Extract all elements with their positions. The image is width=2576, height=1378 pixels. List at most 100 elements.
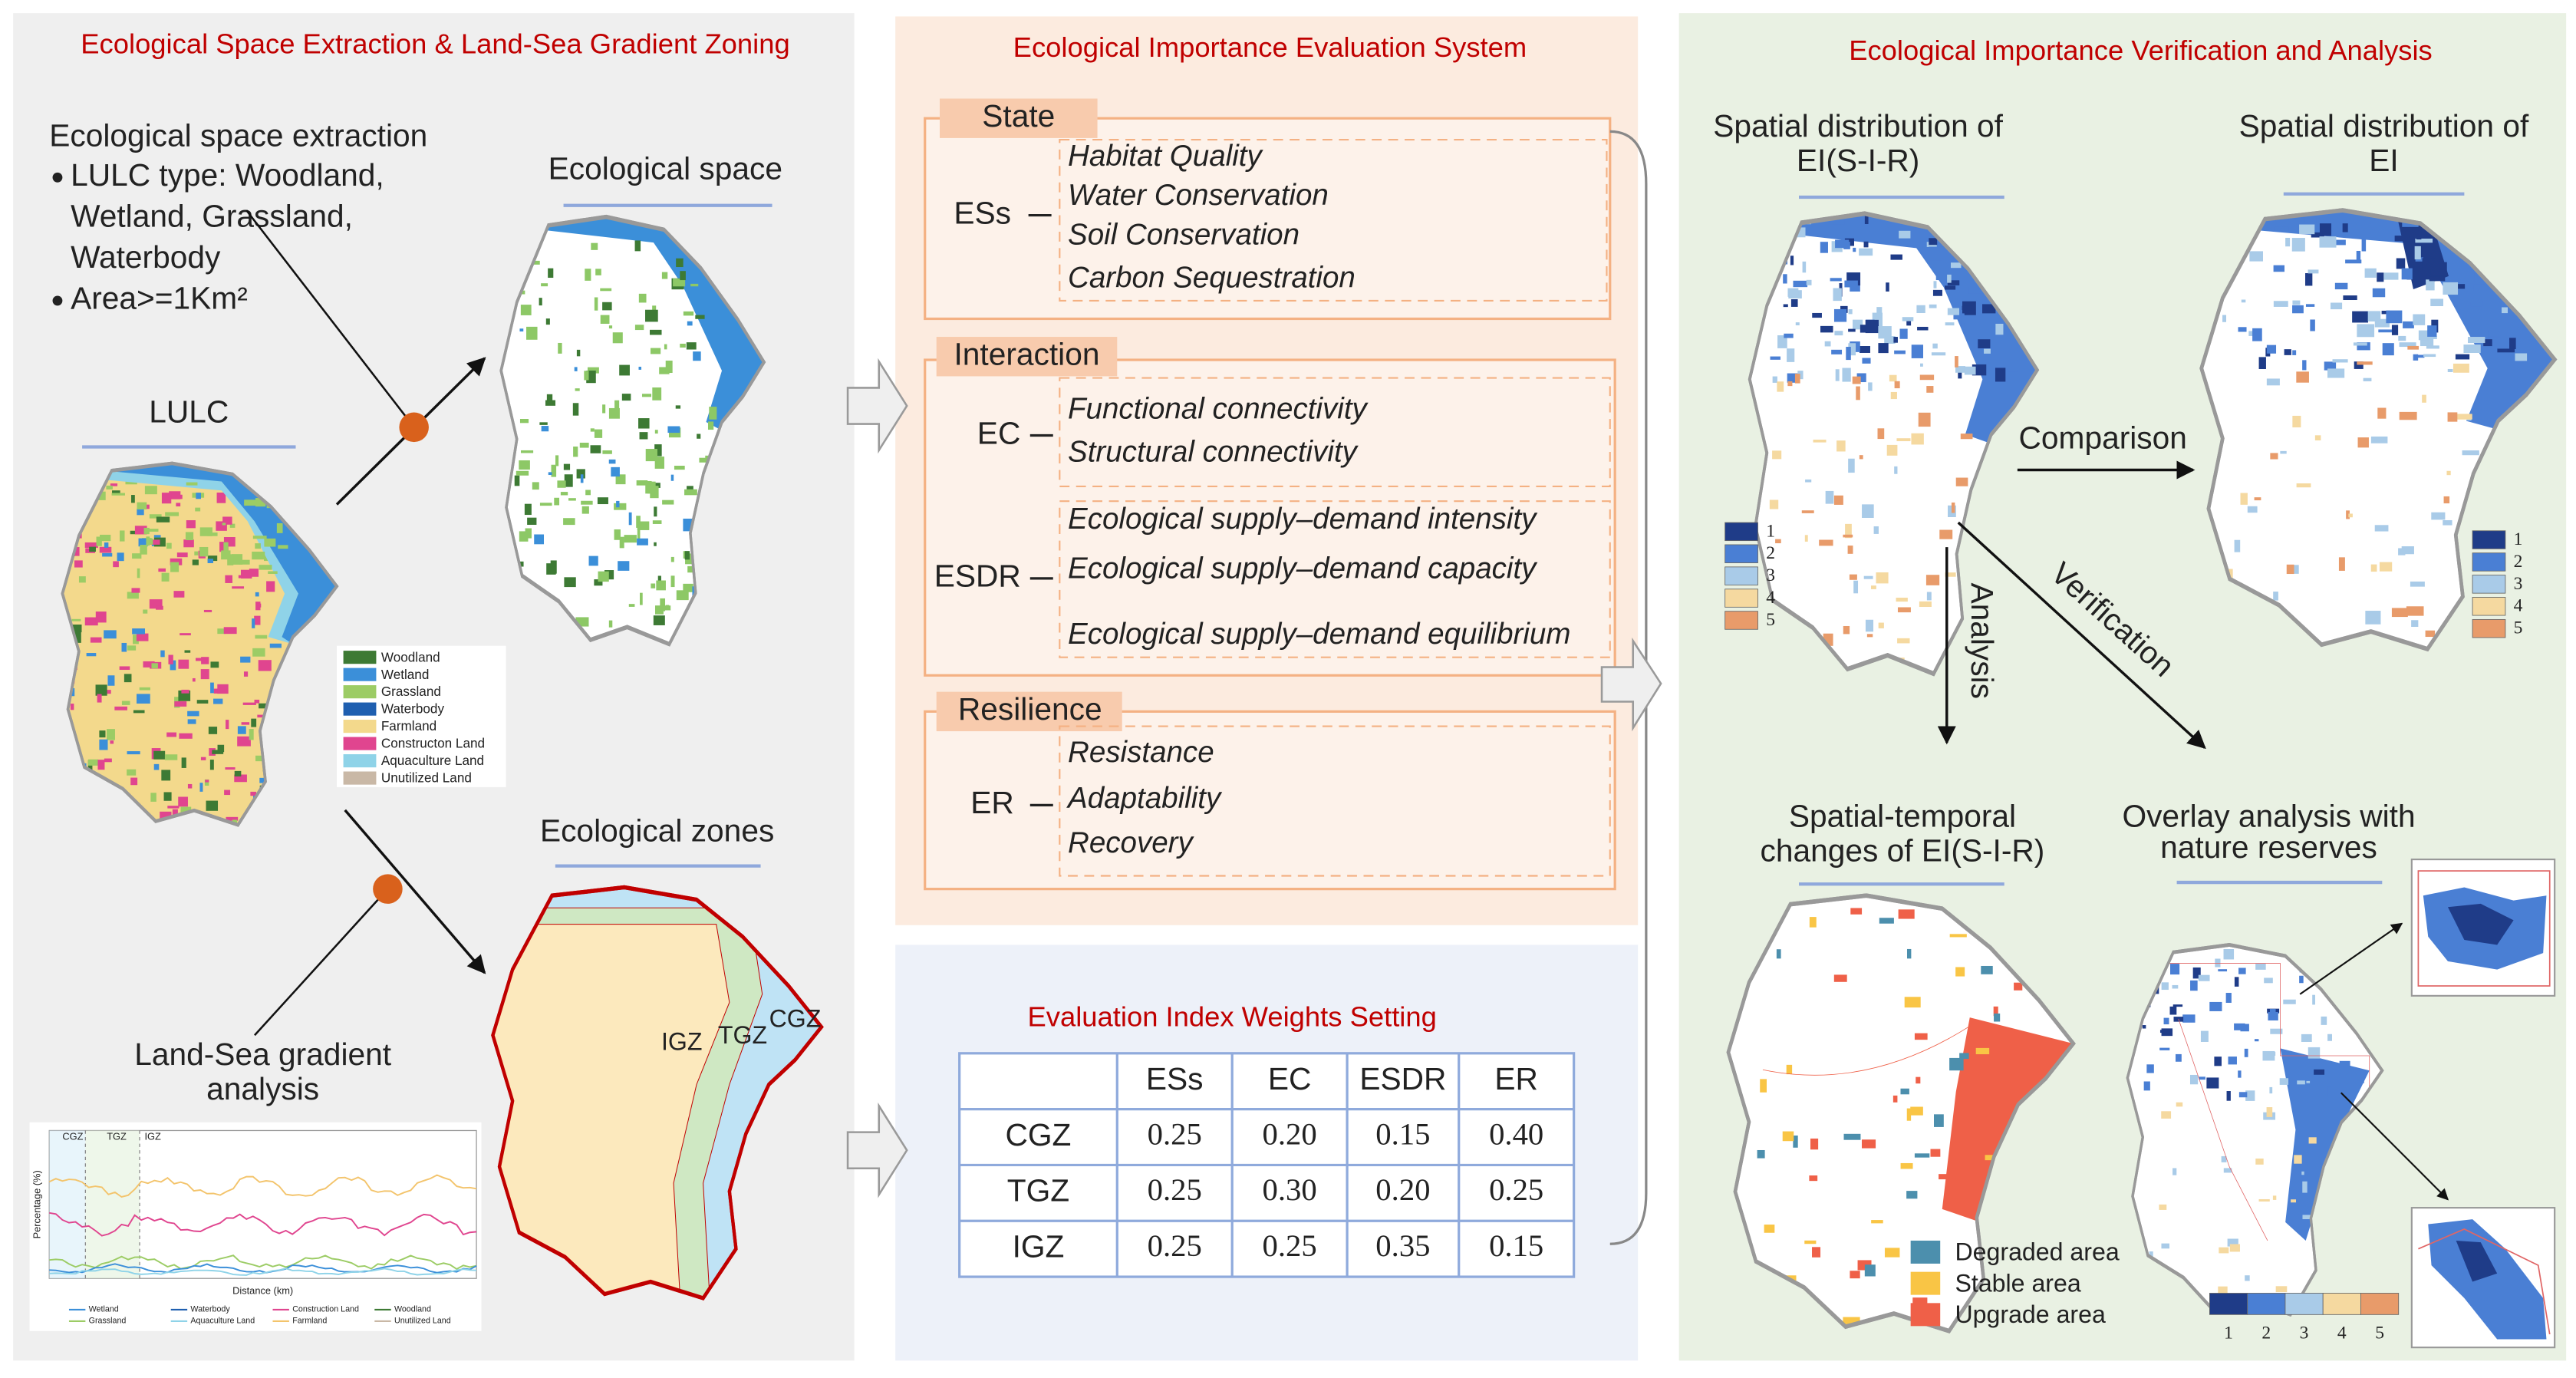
map-patch [124,674,132,683]
map-patch [225,575,232,583]
map-patch [545,318,550,325]
map-patch [2334,282,2348,290]
map-patch [217,684,229,694]
table-cell: 0.15 [1375,1116,1430,1151]
map-patch [97,694,102,703]
map-patch [1833,974,1847,982]
map-patch [525,528,532,539]
map-patch [656,580,666,591]
legend-swatch [2472,618,2506,638]
map-patch [237,726,246,734]
map-patch [1820,325,1833,333]
map-patch [1850,1271,1860,1279]
map-patch [136,633,149,641]
map-patch [1853,247,1856,252]
map-patch [2327,1086,2331,1096]
map-patch [2402,221,2419,227]
map-patch [1982,304,1996,314]
weights-table: ESs EC ESDR ER CGZ 0.25 0.20 0.15 0.40 TGZ 0.25 0.3… [958,1052,1576,1278]
map-patch [1856,373,1866,383]
map-patch [2394,236,2410,242]
map-patch [661,272,668,279]
map-patch [2377,272,2384,282]
state-group-part [939,98,1098,138]
map-patch [255,543,261,549]
map-patch [2228,1057,2237,1065]
legend-label: Woodland [394,1305,431,1314]
legend-swatch [2209,1293,2248,1315]
resilience-group-part [936,691,1122,732]
map-patch [1904,997,1921,1008]
map-patch [2254,497,2261,501]
map-patch [139,687,150,691]
map-patch [121,701,130,705]
interaction-group-part [1059,500,1611,658]
map-patch [1917,326,1929,331]
map-patch [1863,575,1873,579]
label: TGZ [718,1021,767,1049]
map-patch [99,739,108,750]
table-cell: 0.20 [1263,1116,1317,1151]
inset-map-part [2428,1219,2547,1340]
map-patch [1899,230,1911,239]
map-patch [659,605,671,611]
map-patch [1833,288,1842,302]
map-patch [2302,1215,2312,1220]
map-patch [683,311,694,316]
map-patch [170,660,176,671]
map-patch [149,539,160,545]
map-patch [1783,274,1787,284]
map-patch [2483,339,2492,347]
map-patch [1955,477,1968,486]
map-patch [2143,1081,2150,1091]
map-patch [1950,262,1962,269]
map-patch [1873,526,1879,534]
map-patch [99,546,112,553]
map-patch [684,489,697,496]
map-patch [2314,435,2321,440]
map-patch [74,560,83,568]
map-patch [684,551,690,560]
map-patch [140,545,147,555]
legend-swatch [2472,575,2506,594]
map-patch [199,546,209,557]
map-patch [147,529,159,532]
map-patch [1842,368,1851,382]
map-patch [2159,1047,2170,1050]
map-patch [2338,557,2345,571]
map-patch [217,744,225,753]
map-patch [2161,1111,2172,1119]
map-patch [1877,428,1885,440]
map-patch [2324,361,2337,371]
map-patch [2391,325,2399,335]
label: Recovery [1068,826,1194,859]
legend-swatch [1724,566,1758,585]
map-patch [532,260,540,265]
legend-swatch [343,651,377,664]
map-patch [524,503,532,516]
map-patch [258,660,272,671]
gradient-curve [49,1268,477,1276]
label: Stable area [1955,1269,2080,1297]
map-patch [2398,548,2406,555]
map-patch [2292,350,2297,355]
map-patch [2414,246,2421,260]
inset-map-part [2417,870,2551,987]
table-cell: 0.15 [1489,1228,1543,1263]
map-patch [608,459,616,464]
map-patch [158,568,166,572]
map-patch [2266,378,2280,386]
label: EC [977,415,1021,450]
map-patch [206,800,219,811]
map-patch [2361,239,2367,252]
map-patch [1898,909,1915,919]
map-patch [1809,917,1817,928]
map-patch [2241,299,2246,303]
label: Ecological supply–demand equilibrium [1068,618,1570,651]
map-patch [557,480,566,488]
map-patch [514,475,520,486]
map-patch [2462,450,2479,456]
label: Resistance [1068,736,1214,769]
label: Land-Sea gradient [134,1037,391,1072]
